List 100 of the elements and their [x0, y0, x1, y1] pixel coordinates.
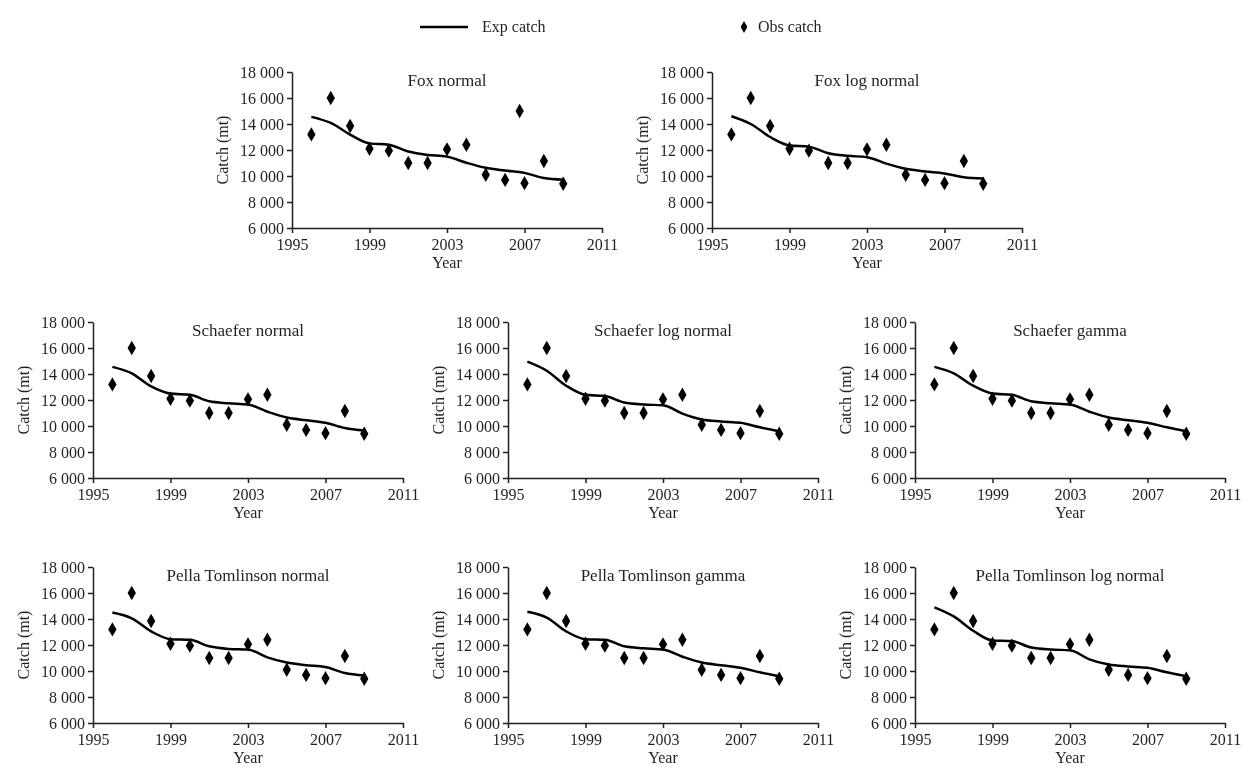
y-tick-label: 14 000 — [41, 365, 85, 383]
x-axis-title: Year — [233, 504, 264, 521]
x-tick-label: 2003 — [851, 236, 884, 254]
y-tick-label: 18 000 — [240, 63, 284, 81]
y-tick-label: 18 000 — [863, 558, 907, 576]
y-tick-label: 14 000 — [456, 365, 500, 383]
y-tick-label: 10 000 — [41, 417, 85, 435]
x-tick-label: 1999 — [570, 486, 602, 504]
x-tick-label: 2007 — [310, 731, 342, 749]
x-tick-label: 2007 — [725, 731, 757, 749]
x-tick-label: 1995 — [492, 731, 525, 749]
x-tick-label: 2003 — [232, 486, 265, 504]
y-tick-label: 6 000 — [668, 219, 704, 237]
x-axis-title: Year — [1055, 504, 1086, 521]
x-tick-label: 1995 — [899, 731, 932, 749]
y-tick-label: 14 000 — [240, 115, 284, 133]
y-tick-label: 18 000 — [660, 63, 704, 81]
x-tick-label: 1995 — [899, 486, 932, 504]
y-tick-label: 18 000 — [863, 313, 907, 331]
x-tick-label: 2011 — [802, 731, 835, 749]
y-tick-label: 6 000 — [49, 469, 85, 487]
y-tick-label: 6 000 — [248, 219, 284, 237]
x-axis-title: Year — [852, 254, 883, 271]
y-tick-label: 8 000 — [871, 688, 907, 706]
y-tick-label: 12 000 — [41, 391, 85, 409]
x-tick-label: 1999 — [570, 731, 602, 749]
y-axis-title: Catch (mt) — [214, 115, 232, 185]
x-axis-title: Year — [432, 254, 463, 271]
y-tick-label: 14 000 — [863, 365, 907, 383]
legend-label: Obs catch — [758, 18, 822, 35]
y-axis-title: Catch (mt) — [15, 610, 33, 680]
x-tick-label: 1999 — [977, 731, 1009, 749]
y-tick-label: 16 000 — [41, 339, 85, 357]
y-tick-label: 14 000 — [456, 610, 500, 628]
chart-title: Schaefer gamma — [1013, 321, 1128, 340]
y-axis-title: Catch (mt) — [837, 365, 855, 435]
y-tick-label: 18 000 — [456, 313, 500, 331]
y-tick-label: 12 000 — [456, 636, 500, 654]
y-tick-label: 12 000 — [660, 141, 704, 159]
y-tick-label: 18 000 — [41, 313, 85, 331]
y-tick-label: 16 000 — [456, 584, 500, 602]
x-tick-label: 2007 — [1132, 486, 1164, 504]
y-axis-title: Catch (mt) — [430, 610, 448, 680]
y-axis-title: Catch (mt) — [634, 115, 652, 185]
y-tick-label: 16 000 — [863, 339, 907, 357]
y-tick-label: 8 000 — [668, 193, 704, 211]
x-tick-label: 2003 — [1054, 731, 1087, 749]
y-tick-label: 18 000 — [456, 558, 500, 576]
x-tick-label: 2011 — [1006, 236, 1039, 254]
x-tick-label: 1999 — [774, 236, 806, 254]
y-tick-label: 12 000 — [863, 391, 907, 409]
x-tick-label: 1999 — [155, 731, 187, 749]
x-tick-label: 2003 — [431, 236, 464, 254]
y-tick-label: 10 000 — [240, 167, 284, 185]
legend-label: Exp catch — [482, 18, 546, 36]
y-tick-label: 14 000 — [41, 610, 85, 628]
x-tick-label: 1995 — [77, 486, 110, 504]
y-tick-label: 6 000 — [464, 469, 500, 487]
x-tick-label: 2011 — [387, 486, 420, 504]
chart-title: Fox normal — [407, 71, 487, 90]
y-tick-label: 14 000 — [660, 115, 704, 133]
y-tick-label: 8 000 — [464, 443, 500, 461]
y-tick-label: 10 000 — [863, 662, 907, 680]
y-tick-label: 18 000 — [41, 558, 85, 576]
y-tick-label: 12 000 — [41, 636, 85, 654]
x-tick-label: 2007 — [929, 236, 961, 254]
y-tick-label: 8 000 — [464, 688, 500, 706]
x-tick-label: 1995 — [696, 236, 729, 254]
y-tick-label: 6 000 — [871, 714, 907, 732]
x-axis-title: Year — [233, 749, 264, 766]
x-tick-label: 2007 — [509, 236, 541, 254]
chart-title: Pella Tomlinson log normal — [975, 566, 1165, 585]
chart-title: Schaefer log normal — [594, 321, 733, 340]
x-tick-label: 1995 — [276, 236, 309, 254]
x-tick-label: 2003 — [232, 731, 265, 749]
x-tick-label: 2007 — [725, 486, 757, 504]
x-tick-label: 2007 — [1132, 731, 1164, 749]
y-tick-label: 10 000 — [456, 662, 500, 680]
y-tick-label: 6 000 — [464, 714, 500, 732]
x-tick-label: 2011 — [1209, 486, 1242, 504]
x-tick-label: 1999 — [977, 486, 1009, 504]
y-tick-label: 12 000 — [240, 141, 284, 159]
x-tick-label: 2011 — [802, 486, 835, 504]
x-tick-label: 1999 — [155, 486, 187, 504]
chart-title: Pella Tomlinson normal — [166, 566, 330, 585]
x-tick-label: 2011 — [1209, 731, 1242, 749]
y-tick-label: 12 000 — [863, 636, 907, 654]
y-tick-label: 8 000 — [871, 443, 907, 461]
y-tick-label: 16 000 — [41, 584, 85, 602]
y-tick-label: 10 000 — [41, 662, 85, 680]
y-tick-label: 6 000 — [871, 469, 907, 487]
y-tick-label: 12 000 — [456, 391, 500, 409]
chart-title: Schaefer normal — [192, 321, 305, 340]
x-axis-title: Year — [648, 504, 679, 521]
y-tick-label: 14 000 — [863, 610, 907, 628]
x-tick-label: 1995 — [77, 731, 110, 749]
y-axis-title: Catch (mt) — [430, 365, 448, 435]
x-tick-label: 2003 — [1054, 486, 1087, 504]
y-tick-label: 10 000 — [863, 417, 907, 435]
y-tick-label: 10 000 — [456, 417, 500, 435]
